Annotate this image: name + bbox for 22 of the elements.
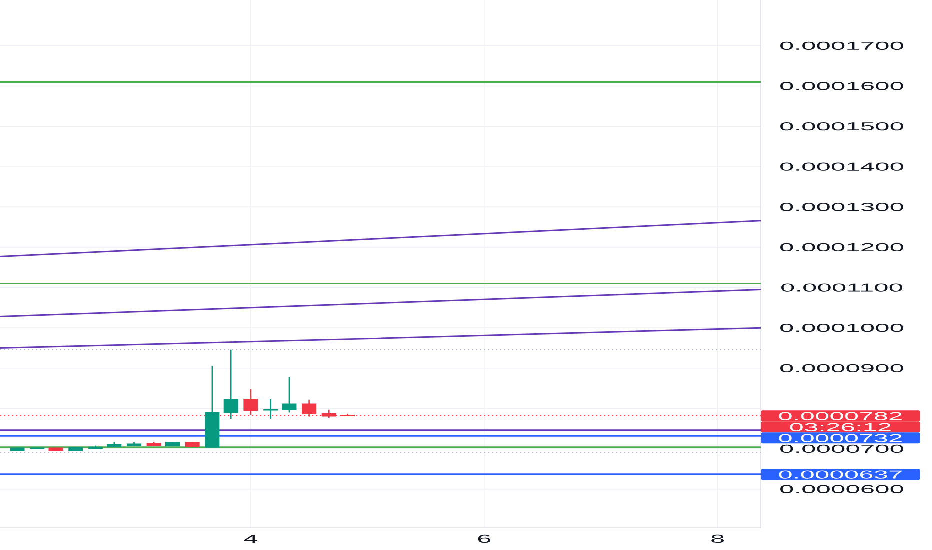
candlestick	[244, 388, 258, 416]
y-tick-label: 0.0001700	[780, 42, 904, 50]
ref-line-label: 0.0000637	[779, 470, 902, 479]
y-tick-label: 0.0001300	[780, 203, 904, 212]
ref-line-label: 0.0000732	[779, 434, 902, 442]
y-tick-label: 0.0000600	[780, 485, 904, 494]
y-tick-label: 0.0000900	[780, 364, 904, 372]
candlestick	[224, 349, 238, 420]
x-tick-label: 6	[478, 534, 491, 544]
y-tick-label: 0.0001000	[780, 324, 904, 332]
y-tick-label: 0.0001600	[780, 82, 904, 90]
y-tick-label: 0.0001400	[780, 162, 904, 171]
text: 03:26:12	[790, 423, 891, 432]
x-tick-label: 4	[244, 535, 258, 543]
ref-line-label: 0.0000782	[779, 412, 902, 420]
y-tick-label: 0.0001200	[780, 243, 904, 252]
x-tick-label: 8	[712, 534, 724, 544]
y-tick-label: 0.0000700	[780, 444, 904, 454]
candlestick	[264, 398, 278, 420]
y-tick-label: 0.0001500	[780, 122, 904, 131]
candlestick	[282, 376, 297, 414]
y-tick-label: 0.0001100	[782, 284, 902, 292]
